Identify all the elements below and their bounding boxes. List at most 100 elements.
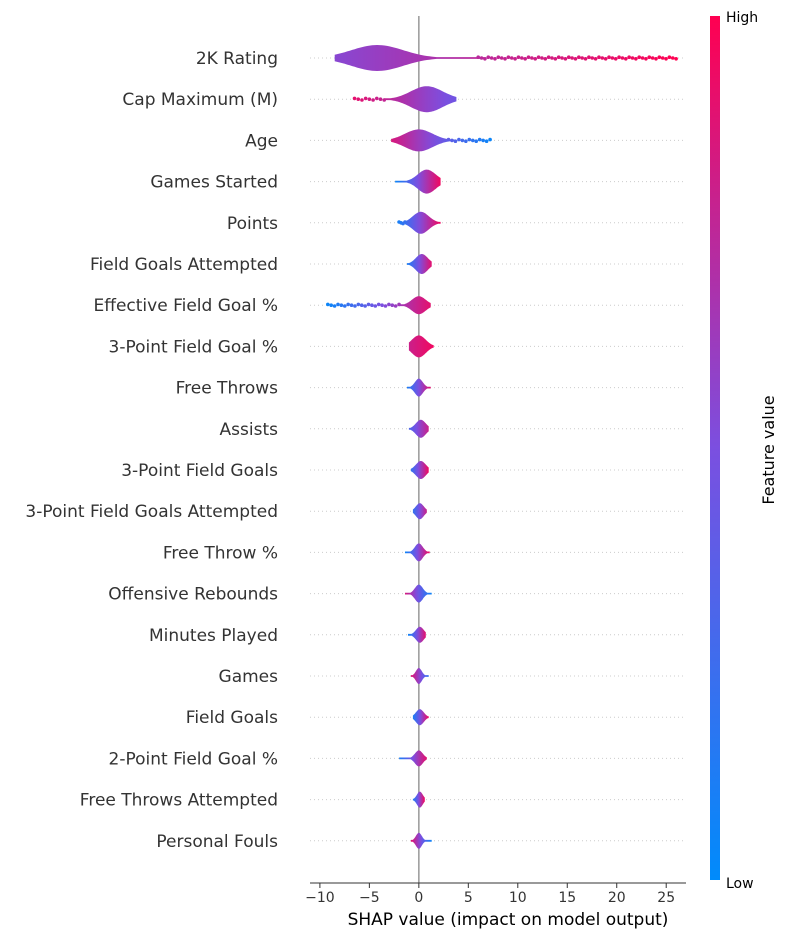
tail-point xyxy=(506,55,511,59)
tail-point xyxy=(540,56,544,60)
tail-point xyxy=(360,98,364,102)
tail-point xyxy=(356,97,361,101)
x-tick-label: 15 xyxy=(558,890,576,906)
tail-point xyxy=(670,56,675,60)
tail-point xyxy=(457,137,461,142)
feature-label: Personal Fouls xyxy=(156,832,278,852)
tail-point xyxy=(370,303,374,308)
tail-point xyxy=(481,138,485,143)
tail-point xyxy=(378,97,383,101)
tail-point xyxy=(660,56,665,60)
violins xyxy=(326,45,678,849)
tail-point xyxy=(580,56,584,60)
x-axis-title: SHAP value (impact on model output) xyxy=(348,910,669,930)
violin-shape xyxy=(334,45,485,71)
violin-shape xyxy=(407,378,431,397)
tail-point xyxy=(470,138,475,143)
tail-point xyxy=(382,98,387,102)
tail-point xyxy=(570,56,574,60)
tail-point xyxy=(464,139,468,143)
tail-point xyxy=(610,56,615,60)
tail-point xyxy=(556,55,561,59)
guide-lines xyxy=(310,57,686,842)
tail-point xyxy=(657,55,662,59)
tail-point xyxy=(597,55,601,59)
tail-point xyxy=(526,55,531,59)
feature-label: Effective Field Goal % xyxy=(94,296,279,316)
feature-label: Field Goals xyxy=(186,708,278,728)
tail-point xyxy=(371,98,375,102)
tail-point xyxy=(339,303,344,308)
feature-label: 2-Point Field Goal % xyxy=(109,749,278,769)
feature-label: Offensive Rebounds xyxy=(108,585,278,605)
feature-label: 3-Point Field Goals Attempted xyxy=(25,502,278,522)
tail-point xyxy=(627,55,631,59)
tail-point xyxy=(623,57,628,61)
tail-point xyxy=(383,304,388,308)
tail-point xyxy=(577,55,581,59)
violin-shape xyxy=(410,461,429,479)
x-ticks: −10 −5 0 5 10 15 20 25 xyxy=(305,883,675,906)
tail-point xyxy=(654,57,658,61)
tail-point xyxy=(536,55,541,59)
tail-point xyxy=(523,57,527,61)
feature-label: Games xyxy=(219,667,279,687)
x-tick-label: −10 xyxy=(305,890,335,906)
tail-point xyxy=(520,56,524,60)
tail-point xyxy=(374,96,379,101)
violin-shape xyxy=(395,169,441,194)
tail-point xyxy=(560,56,564,60)
tail-point xyxy=(366,302,371,307)
violin-shape xyxy=(412,791,425,808)
feature-label: 3-Point Field Goals xyxy=(121,461,278,481)
tail-point xyxy=(553,57,558,61)
tail-point xyxy=(367,97,372,101)
violin-shape xyxy=(408,626,426,643)
colorbar-high-label: High xyxy=(726,10,758,26)
tail-point xyxy=(637,55,642,59)
tail-point xyxy=(476,55,481,59)
tail-point xyxy=(644,57,648,61)
feature-label: Free Throws xyxy=(176,379,279,399)
tail-point xyxy=(634,57,638,61)
violin-shape xyxy=(399,750,427,767)
tail-point xyxy=(593,57,598,61)
tail-point xyxy=(620,56,625,60)
tail-point xyxy=(326,302,330,307)
violin-shape xyxy=(391,129,455,152)
tail-point xyxy=(613,57,618,61)
feature-label: Points xyxy=(227,214,278,234)
colorbar-title: Feature value xyxy=(759,395,778,504)
tail-point xyxy=(496,55,501,59)
tail-point xyxy=(493,57,497,61)
tail-point xyxy=(393,304,398,308)
x-tick-label: 5 xyxy=(464,890,473,906)
tail-point xyxy=(513,57,517,61)
tail-point xyxy=(516,55,521,59)
tail-point xyxy=(650,56,655,60)
tail-point xyxy=(550,56,554,60)
tail-point xyxy=(474,139,479,143)
tail-point xyxy=(486,55,491,59)
tail-point xyxy=(460,138,465,143)
tail-point xyxy=(477,137,482,142)
tail-point xyxy=(489,56,494,60)
feature-label: Free Throws Attempted xyxy=(80,791,278,811)
tail-point xyxy=(373,304,378,308)
tail-point xyxy=(376,302,381,307)
tail-point xyxy=(479,56,484,60)
tail-point xyxy=(503,57,507,61)
x-tick-label: 25 xyxy=(657,890,675,906)
tail-point xyxy=(387,302,391,307)
tail-point xyxy=(566,55,571,59)
tail-point xyxy=(397,302,401,307)
tail-point xyxy=(630,56,635,60)
tail-point xyxy=(332,304,337,308)
tail-point xyxy=(546,55,551,59)
tail-point xyxy=(446,137,451,142)
x-tick-label: −5 xyxy=(359,890,380,906)
tail-point xyxy=(450,138,454,143)
tail-point xyxy=(488,137,492,142)
